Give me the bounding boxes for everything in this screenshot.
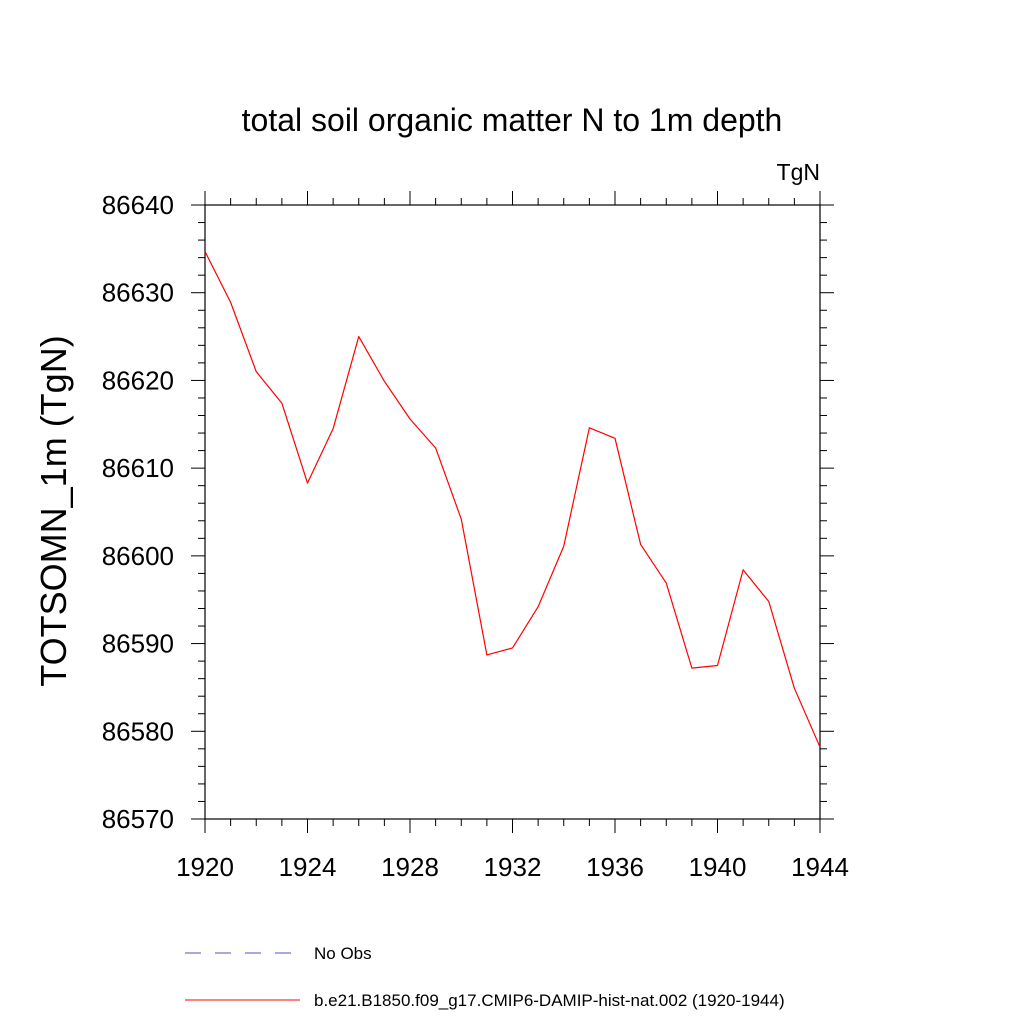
x-tick-label: 1928 bbox=[381, 852, 439, 882]
x-tick-label: 1920 bbox=[176, 852, 234, 882]
units-label: TgN bbox=[777, 159, 820, 185]
y-tick-label: 86620 bbox=[102, 365, 174, 395]
y-tick-label: 86580 bbox=[102, 716, 174, 746]
x-tick-label: 1944 bbox=[791, 852, 849, 882]
x-tick-label: 1940 bbox=[689, 852, 747, 882]
y-tick-label: 86640 bbox=[102, 190, 174, 220]
x-tick-label: 1924 bbox=[279, 852, 337, 882]
x-tick-label: 1932 bbox=[484, 852, 542, 882]
axis-ticks bbox=[191, 191, 834, 833]
x-tick-labels: 1920 1924 1928 1932 1936 1940 1944 bbox=[176, 852, 849, 882]
y-tick-label: 86610 bbox=[102, 453, 174, 483]
legend-label: No Obs bbox=[314, 944, 372, 963]
series-layer bbox=[204, 251, 821, 748]
plot-frame bbox=[204, 204, 821, 820]
x-tick-label: 1936 bbox=[586, 852, 644, 882]
chart-title: total soil organic matter N to 1m depth bbox=[242, 102, 783, 138]
y-tick-labels: 86570 86580 86590 86600 86610 86620 86630 86640 bbox=[102, 190, 174, 834]
y-tick-label: 86570 bbox=[102, 804, 174, 834]
y-tick-label: 86600 bbox=[102, 541, 174, 571]
series-line-0 bbox=[204, 251, 821, 748]
legend: No Obs b.e21.B1850.f09_g17.CMIP6-DAMIP-hi… bbox=[185, 944, 785, 1010]
y-tick-label: 86590 bbox=[102, 629, 174, 659]
legend-label: b.e21.B1850.f09_g17.CMIP6-DAMIP-hist-nat… bbox=[314, 991, 785, 1010]
y-tick-label: 86630 bbox=[102, 278, 174, 308]
y-axis-label: TOTSOMN_1m (TgN) bbox=[33, 335, 74, 686]
